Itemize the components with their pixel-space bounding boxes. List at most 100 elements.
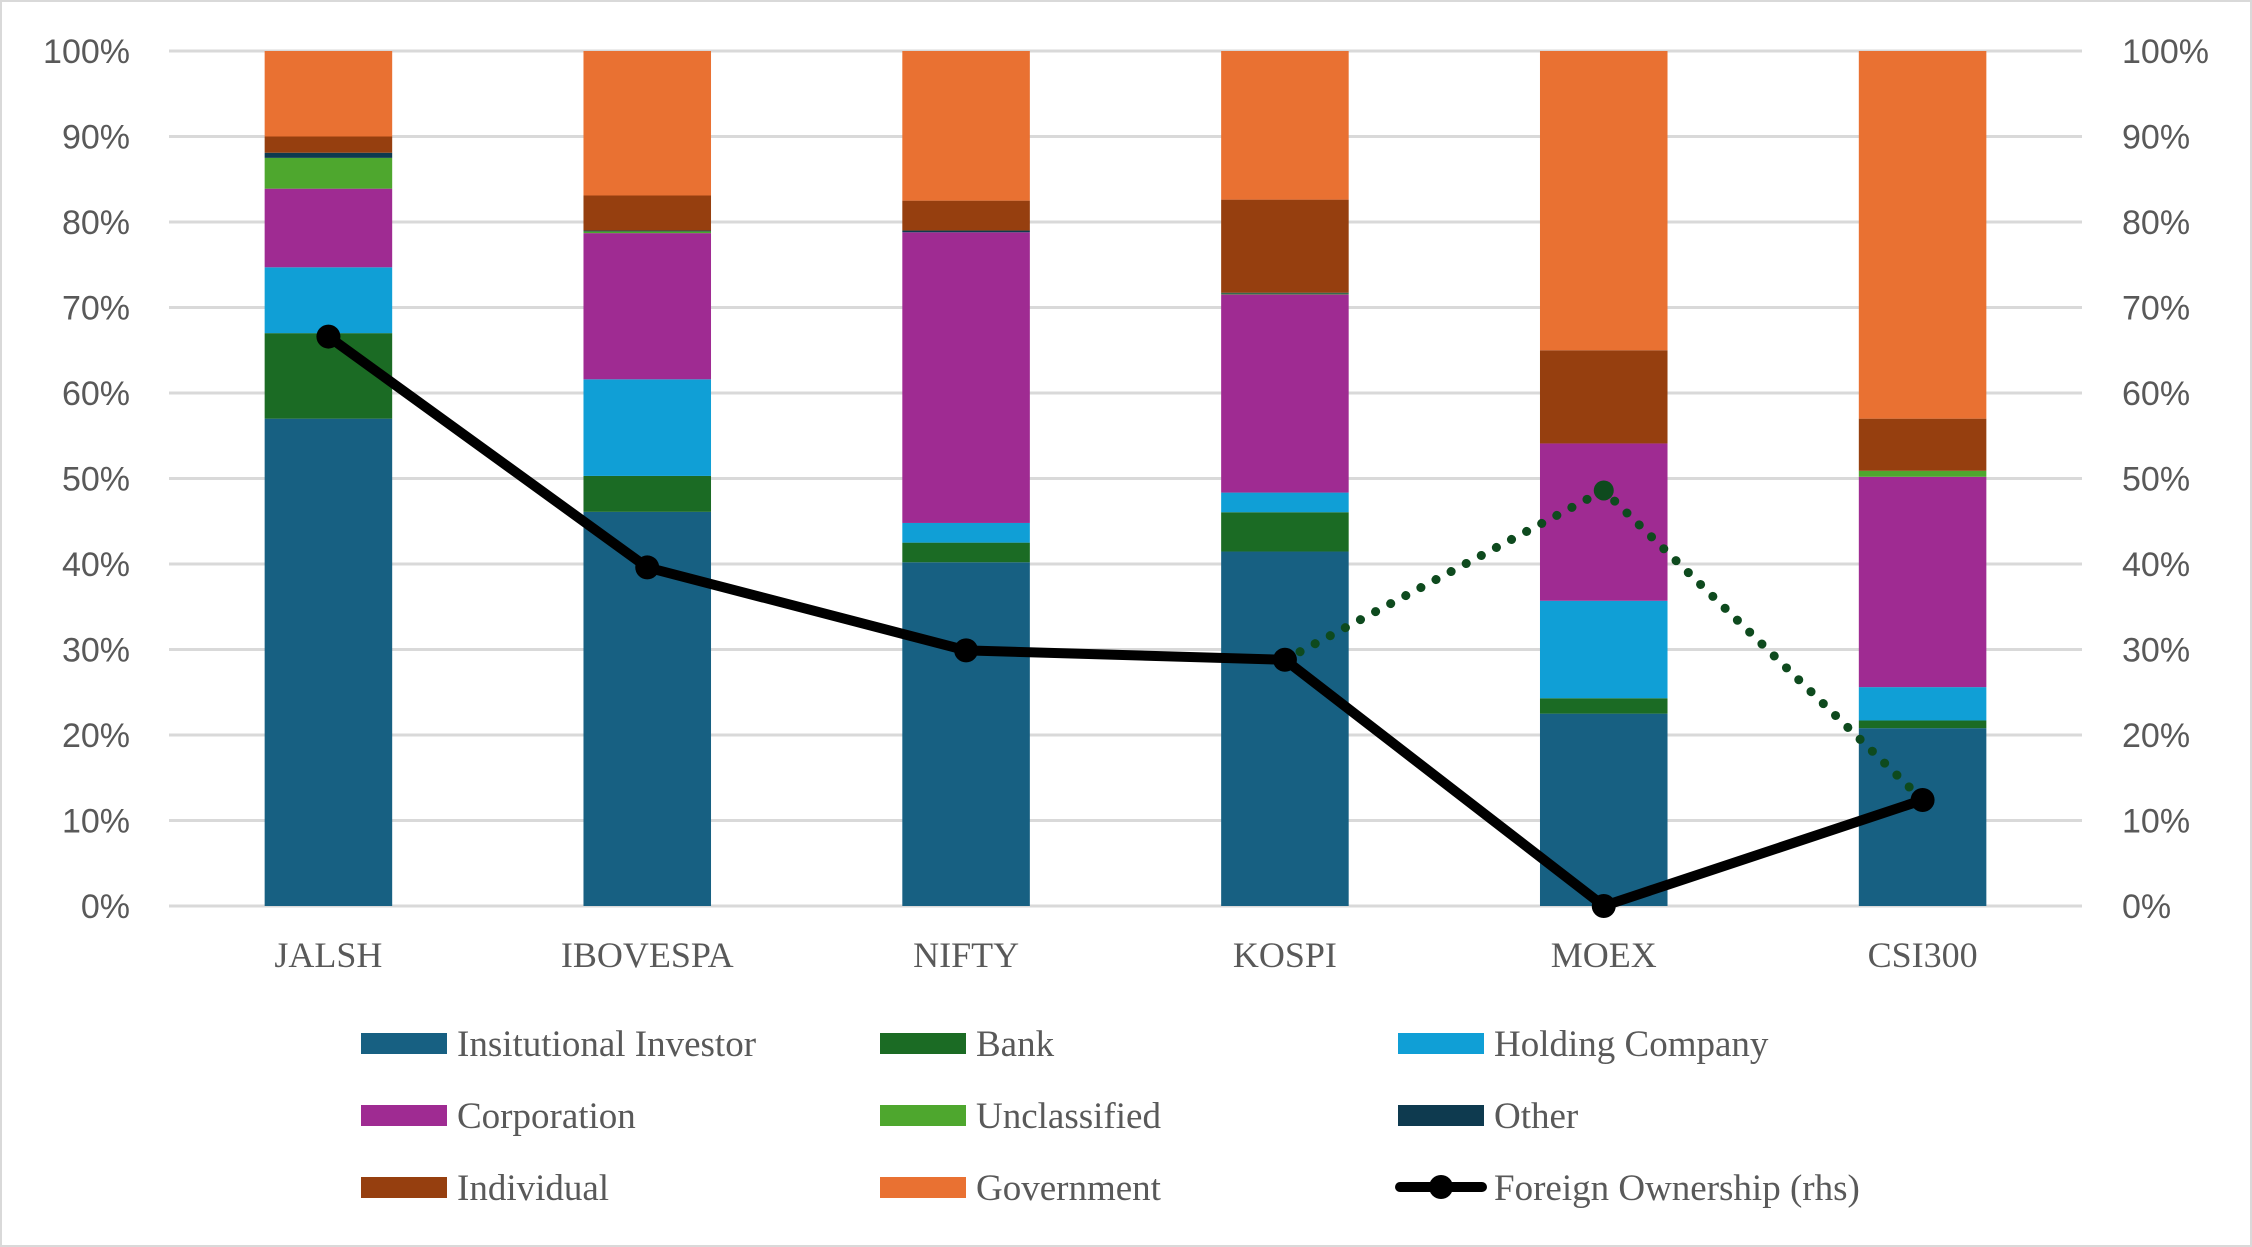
legend-swatch — [880, 1105, 966, 1126]
y2-tick-label: 20% — [2122, 717, 2190, 755]
legend-swatch — [361, 1033, 447, 1054]
legend-item: Individual — [361, 1168, 609, 1209]
y2-tick-label: 0% — [2122, 888, 2171, 926]
y-tick-label: 30% — [62, 632, 130, 670]
y2-tick-label: 30% — [2122, 632, 2190, 670]
foreign-ownership-rhs-marker — [954, 638, 979, 663]
legend-item: Foreign Ownership (rhs) — [1395, 1168, 1860, 1209]
bar-segment-corporation — [1221, 294, 1349, 493]
legend-label: Bank — [976, 1024, 1055, 1065]
y2-tick-label: 100% — [2122, 33, 2209, 71]
bar-segment-holding-company — [1221, 492, 1349, 513]
legend-item: Government — [880, 1168, 1162, 1209]
legend-label: Government — [976, 1168, 1162, 1209]
bars — [264, 51, 1987, 906]
legend-swatch — [361, 1105, 447, 1126]
legend-item: Corporation — [361, 1096, 636, 1137]
foreign-ownership-rhs-marker — [1591, 894, 1616, 918]
x-tick-label: JALSH — [274, 935, 382, 975]
legend-label: Individual — [457, 1168, 609, 1209]
y-axis-left: 0% 10% 20% 30% 40% 50% 60% 70% 80% 90% 100% — [43, 33, 130, 926]
x-tick-label: MOEX — [1551, 935, 1657, 975]
legend-label: Foreign Ownership (rhs) — [1494, 1168, 1860, 1209]
y2-tick-label: 80% — [2122, 204, 2190, 242]
x-tick-label: CSI300 — [1868, 935, 1978, 975]
bar-segment-individual — [583, 195, 712, 231]
bar-segment-unclassified — [1221, 293, 1349, 295]
bar-segment-holding-company — [264, 267, 393, 334]
bar-segment-bank — [583, 475, 712, 512]
legend: Insitutional Investor Bank Holding Company… — [361, 1024, 1860, 1209]
lines — [316, 324, 1935, 918]
legend-label: Holding Company — [1494, 1024, 1769, 1065]
legend-label: Other — [1494, 1096, 1578, 1137]
dotted-series-marker — [1593, 480, 1614, 501]
y2-tick-label: 50% — [2122, 461, 2190, 499]
bar-segment-government — [1539, 51, 1668, 351]
y-tick-label: 40% — [62, 546, 130, 584]
bar-segment-bank — [902, 542, 1030, 563]
y-tick-label: 90% — [62, 119, 130, 157]
bar-segment-holding-company — [1858, 687, 1987, 721]
legend-item: Unclassified — [880, 1096, 1161, 1137]
legend-swatch — [1398, 1033, 1484, 1054]
y-tick-label: 20% — [62, 717, 130, 755]
bar-stack-kospi — [1221, 51, 1349, 906]
bar-segment-corporation — [902, 232, 1030, 523]
legend-label: Corporation — [457, 1096, 636, 1137]
foreign-ownership-rhs-marker — [635, 555, 660, 580]
bar-stack-jalsh — [264, 51, 393, 906]
y2-tick-label: 60% — [2122, 375, 2190, 413]
foreign-ownership-rhs-marker — [1910, 787, 1935, 812]
bar-segment-bank — [1858, 720, 1987, 729]
x-tick-label: NIFTY — [913, 935, 1019, 975]
bar-segment-insitutional-investor — [902, 562, 1030, 906]
gridlines — [169, 49, 2082, 908]
bar-segment-government — [1221, 51, 1349, 200]
bar-segment-other — [264, 152, 393, 158]
bar-segment-individual — [902, 200, 1030, 231]
bar-segment-corporation — [583, 233, 712, 380]
bar-segment-holding-company — [583, 379, 712, 476]
legend-swatch — [880, 1177, 966, 1198]
bar-stack-nifty — [902, 51, 1030, 906]
bar-segment-corporation — [1539, 443, 1668, 601]
bar-segment-individual — [1221, 199, 1349, 293]
bar-segment-other — [583, 230, 712, 232]
foreign-ownership-rhs-line — [323, 331, 1928, 911]
y2-tick-label: 70% — [2122, 290, 2190, 328]
bar-stack-moex — [1539, 51, 1668, 906]
legend-label: Insitutional Investor — [457, 1024, 756, 1065]
bar-stack-ibovespa — [583, 51, 712, 906]
bar-segment-individual — [264, 136, 393, 153]
bar-segment-government — [583, 51, 712, 196]
bar-segment-government — [1858, 51, 1987, 419]
bar-segment-bank — [1221, 512, 1349, 552]
legend-item: Other — [1398, 1096, 1578, 1137]
bar-segment-insitutional-investor — [264, 418, 393, 906]
legend-swatch — [1398, 1105, 1484, 1126]
legend-item: Holding Company — [1398, 1024, 1769, 1065]
bar-segment-holding-company — [1539, 600, 1668, 699]
foreign-ownership-rhs-marker — [1272, 647, 1297, 672]
x-tick-label: KOSPI — [1233, 935, 1337, 975]
y-tick-label: 10% — [62, 803, 130, 841]
y-tick-label: 50% — [62, 461, 130, 499]
bar-segment-individual — [1539, 350, 1668, 444]
y-axis-right: 0% 10% 20% 30% 40% 50% 60% 70% 80% 90% 100% — [2122, 33, 2209, 926]
foreign-ownership-rhs-marker — [316, 324, 341, 349]
bar-segment-holding-company — [902, 522, 1030, 543]
y2-tick-label: 40% — [2122, 546, 2190, 584]
bar-segment-unclassified — [1858, 470, 1987, 477]
legend-swatch — [880, 1033, 966, 1054]
y-tick-label: 80% — [62, 204, 130, 242]
bar-segment-unclassified — [264, 157, 393, 189]
bar-segment-individual — [1858, 418, 1987, 471]
bar-segment-other — [902, 230, 1030, 233]
x-axis: JALSH IBOVESPA NIFTY KOSPI MOEX CSI300 — [274, 935, 1977, 975]
legend-swatch — [361, 1177, 447, 1198]
bar-segment-government — [264, 51, 393, 137]
bar-segment-other — [1221, 292, 1349, 294]
y-tick-label: 100% — [43, 33, 130, 71]
